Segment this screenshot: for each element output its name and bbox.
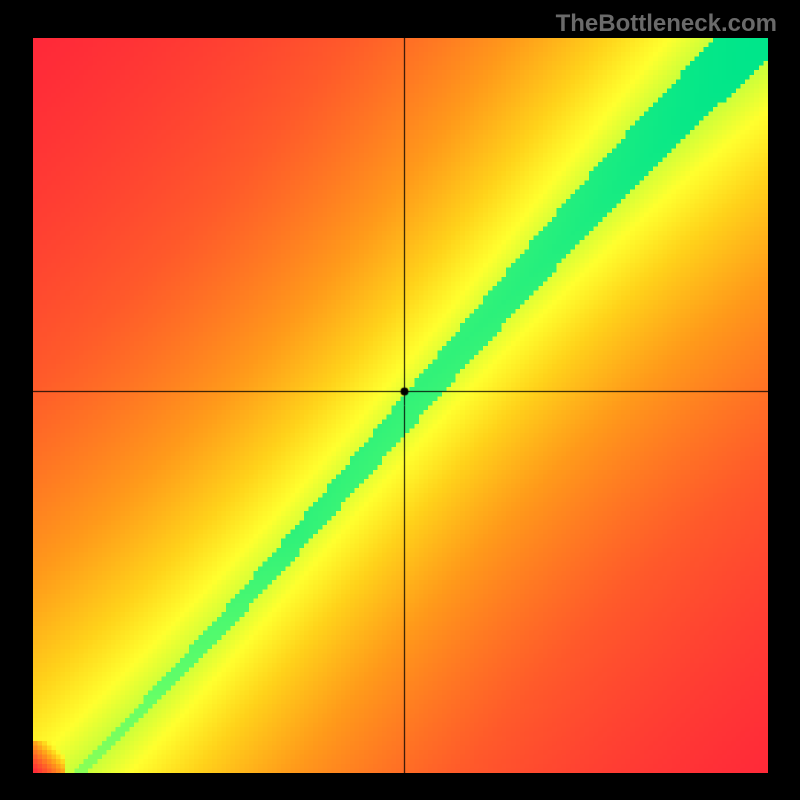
- chart-stage: TheBottleneck.com: [0, 0, 800, 800]
- watermark-text: TheBottleneck.com: [556, 10, 777, 38]
- crosshair-overlay: [33, 38, 768, 773]
